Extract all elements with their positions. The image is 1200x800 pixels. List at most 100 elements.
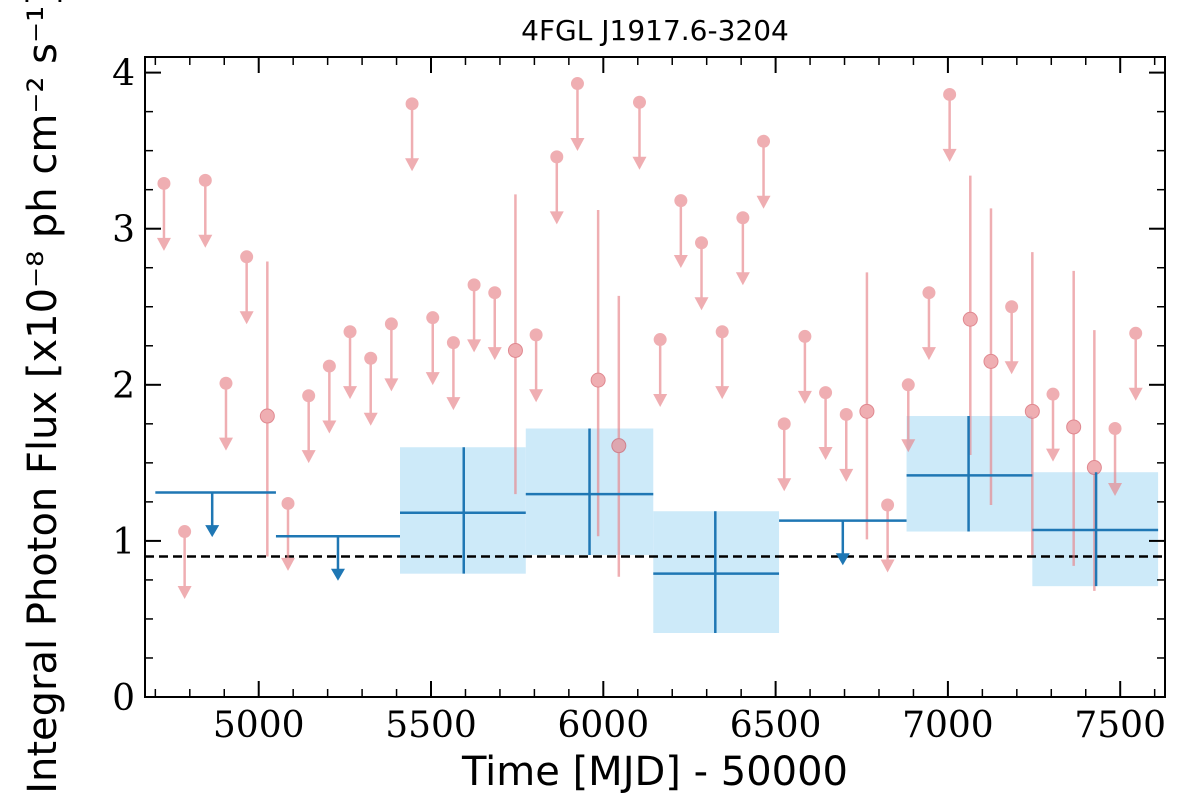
coarse-upper-limit [779,519,907,566]
fine-upper-limit-point [715,325,729,339]
fine-upper-limit-arrow [177,585,192,599]
fine-upper-limit-arrow [529,389,544,403]
fine-detection-point [1086,460,1102,476]
fine-upper-limit-point [1046,387,1060,401]
fine-upper-limit [797,329,812,404]
fine-upper-limit [218,376,233,451]
coarse-upper-limit [155,491,276,538]
fine-upper-limit-point [777,417,791,431]
coarse-bin-error-bands [400,416,1159,633]
fine-upper-limit-arrow [425,372,440,386]
fine-upper-limit-point [281,496,295,510]
fine-upper-limit [777,417,792,492]
y-tick-label: 1 [112,522,135,563]
fine-detection-point [507,342,523,358]
fine-upper-limit [901,378,916,453]
fine-upper-limit-point [1129,326,1143,340]
fine-upper-limit-arrow [301,450,316,464]
fine-upper-limit [1108,422,1123,496]
fine-upper-limit [818,386,833,461]
fine-detection [983,208,999,505]
fine-upper-limit-point [632,95,646,109]
x-tick-label: 6500 [730,705,822,746]
fine-bin-series [156,77,1143,599]
fine-upper-limit-point [364,351,378,365]
fine-upper-limit-point [384,317,398,331]
fine-upper-limit-point [426,311,440,325]
fine-upper-limit [673,194,688,269]
chart-title: 4FGL J1917.6-3204 [521,14,789,47]
fine-upper-limit-point [240,250,254,264]
fine-upper-limit-arrow [239,311,254,325]
fine-upper-limit-point [488,286,502,300]
fine-detection-point [1024,403,1040,419]
fine-upper-limit-arrow [942,148,957,162]
y-tick-label: 2 [112,366,135,407]
fine-detection [507,194,523,495]
fine-upper-limit-arrow [405,158,420,172]
fine-upper-limit-arrow [901,439,916,453]
fine-upper-limit [632,95,647,170]
fine-upper-limit-arrow [198,234,213,248]
fine-upper-limit [467,278,482,353]
fine-upper-limit-point [819,386,833,400]
fine-upper-limit-point [302,389,316,403]
fine-upper-limit [715,325,730,400]
fine-upper-limit-arrow [156,237,171,251]
fine-detection [611,295,627,577]
fine-upper-limit [405,97,420,172]
fine-upper-limit-arrow [343,386,358,400]
fine-upper-limit [756,134,771,209]
fine-upper-limit-point [798,329,812,343]
fine-upper-limit-arrow [735,272,750,286]
fine-upper-limit-point [901,378,915,392]
fine-upper-limit [239,250,254,325]
fine-upper-limit-point [922,286,936,300]
fine-upper-limit-point [219,376,233,390]
fine-upper-limit-arrow [694,297,709,311]
fine-upper-limit-arrow [756,195,771,209]
fine-upper-limit-arrow [880,559,895,573]
fine-upper-limit [735,211,750,286]
fine-upper-limit-arrow [715,386,730,400]
fine-upper-limit [529,328,544,403]
fine-upper-limit-point [570,77,584,91]
fine-upper-limit-arrow [653,393,668,407]
fine-detection [590,209,606,537]
fine-upper-limit [487,286,502,361]
fine-upper-limit [281,496,296,571]
coarse-detection [1032,472,1159,587]
fine-detection [259,261,275,557]
fine-upper-limit-point [695,236,709,250]
coarse-detection [525,428,654,555]
y-axis-label: Integral Photon Flux [x10⁻⁸ ph cm⁻² s⁻¹] [20,0,66,794]
fine-upper-limit-point [157,176,171,190]
fine-upper-limit-arrow [673,255,688,269]
fine-upper-limit-arrow [570,137,585,151]
fine-upper-limit-arrow [549,211,564,225]
fine-upper-limit [301,389,316,464]
fine-upper-limit-point [943,87,957,101]
fine-detection [1086,330,1102,591]
fine-upper-limit [942,87,957,162]
fine-upper-limit-point [467,278,481,292]
fine-upper-limit [198,173,213,248]
fine-upper-limit-arrow [632,156,647,170]
fine-upper-limit-arrow [218,437,233,451]
fine-upper-limit-arrow [777,478,792,492]
y-tick-label: 3 [112,210,135,251]
plot-frame [144,56,1166,698]
fine-upper-limit-point [674,194,688,208]
fine-upper-limit [425,311,440,386]
fine-upper-limit-point [178,525,192,539]
fine-upper-limit-arrow [363,412,378,426]
x-tick-label: 7000 [902,705,994,746]
fine-upper-limit [156,176,171,251]
fine-upper-limit [839,407,854,482]
x-tick-label: 5000 [213,705,305,746]
fine-upper-limit-point [736,211,750,225]
fine-upper-limit-arrow [446,397,461,411]
coarse-detection [400,447,526,574]
fine-upper-limit-arrow [322,420,337,434]
